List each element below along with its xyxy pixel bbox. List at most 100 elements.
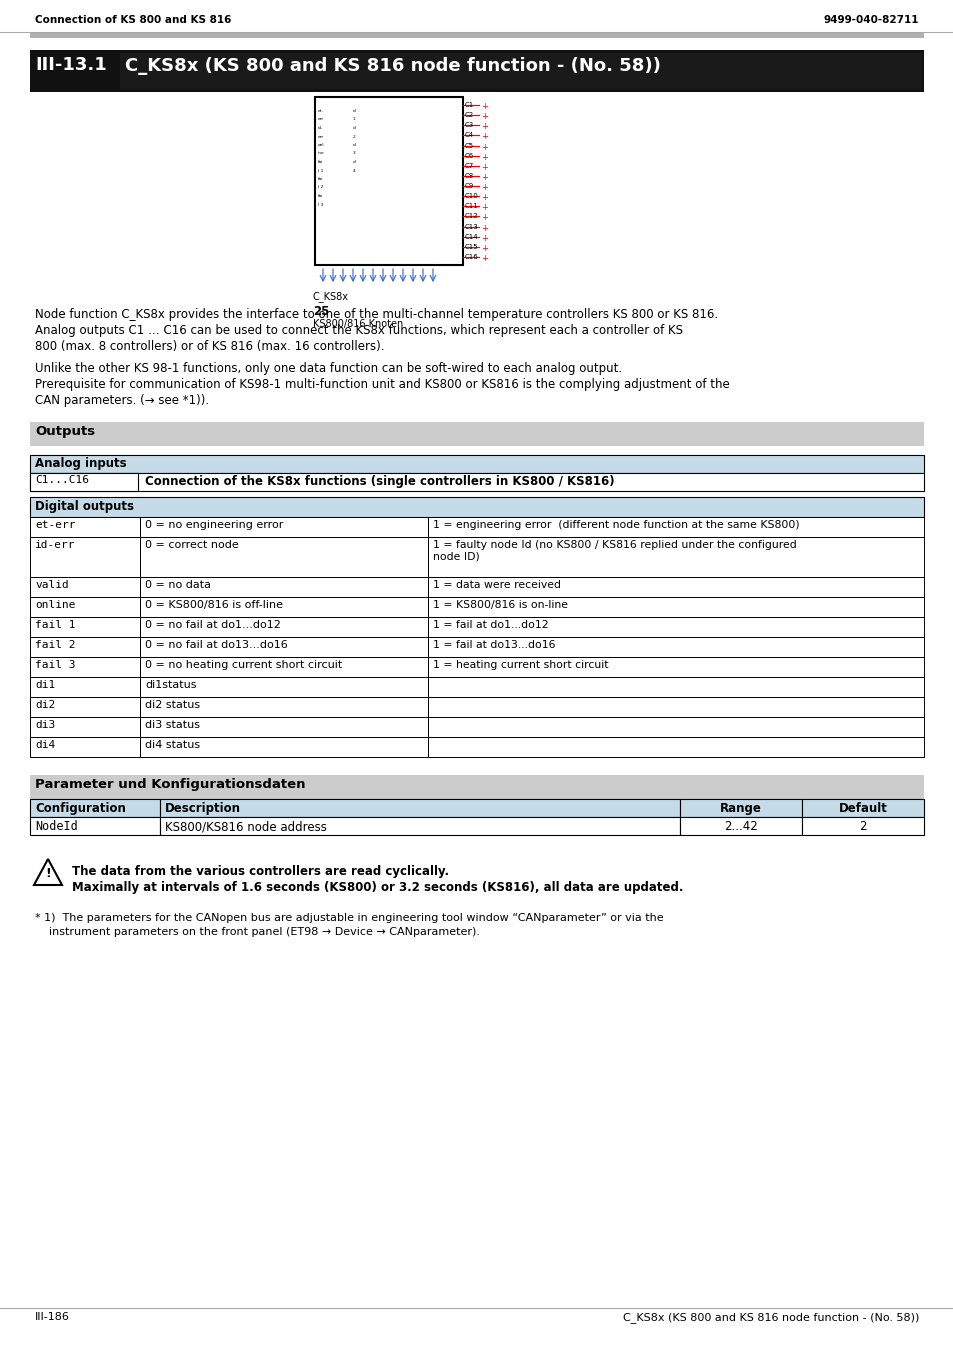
- Text: 4: 4: [353, 169, 355, 173]
- Bar: [30, 817, 160, 836]
- Text: +: +: [480, 153, 487, 162]
- Bar: [428, 717, 923, 737]
- Text: Outputs: Outputs: [35, 425, 95, 437]
- Text: di2: di2: [35, 701, 55, 710]
- Text: 800 (max. 8 controllers) or of KS 816 (max. 16 controllers).: 800 (max. 8 controllers) or of KS 816 (m…: [35, 340, 384, 352]
- Bar: [428, 676, 923, 697]
- Text: 0 = correct node: 0 = correct node: [145, 540, 238, 549]
- Text: +: +: [480, 103, 487, 111]
- Text: C14: C14: [464, 234, 478, 240]
- Bar: [30, 717, 140, 737]
- Bar: [428, 637, 923, 657]
- Text: et-err: et-err: [35, 520, 75, 531]
- Text: fai: fai: [317, 161, 323, 163]
- Text: 1: 1: [353, 117, 355, 121]
- Text: Prerequisite for communication of KS98-1 multi-function unit and KS800 or KS816 : Prerequisite for communication of KS98-1…: [35, 378, 729, 392]
- Text: C7: C7: [464, 163, 474, 169]
- Text: C6: C6: [464, 153, 474, 159]
- Text: Parameter und Konfigurationsdaten: Parameter und Konfigurationsdaten: [35, 778, 305, 791]
- Text: 1 = heating current short circuit: 1 = heating current short circuit: [433, 660, 608, 670]
- Text: Unlike the other KS 98-1 functions, only one data function can be soft-wired to : Unlike the other KS 98-1 functions, only…: [35, 362, 621, 375]
- Bar: [30, 597, 140, 617]
- Bar: [428, 697, 923, 717]
- Text: di4 status: di4 status: [145, 740, 200, 751]
- Text: +: +: [480, 123, 487, 131]
- Text: +: +: [480, 184, 487, 192]
- Bar: [428, 537, 923, 576]
- Bar: [140, 697, 428, 717]
- Bar: [428, 576, 923, 597]
- Text: C2: C2: [464, 112, 474, 119]
- Text: 2...42: 2...42: [723, 819, 757, 833]
- Text: di4: di4: [35, 740, 55, 751]
- Text: 1 = fail at do1...do12: 1 = fail at do1...do12: [433, 620, 548, 630]
- Text: C13: C13: [464, 224, 478, 230]
- Text: C11: C11: [464, 204, 478, 209]
- Text: 0 = KS800/816 is off-line: 0 = KS800/816 is off-line: [145, 599, 283, 610]
- Text: fail 3: fail 3: [35, 660, 75, 670]
- Text: 0 = no heating current short circuit: 0 = no heating current short circuit: [145, 660, 342, 670]
- Text: online: online: [35, 599, 75, 610]
- Text: KS800/816 Knoten: KS800/816 Knoten: [313, 319, 403, 329]
- Text: di: di: [353, 161, 356, 163]
- Text: C1: C1: [464, 103, 474, 108]
- Text: Configuration: Configuration: [35, 802, 126, 815]
- Text: di3: di3: [35, 720, 55, 730]
- Text: 1 = fail at do13...do16: 1 = fail at do13...do16: [433, 640, 555, 649]
- Text: l 2: l 2: [317, 185, 323, 189]
- Bar: [679, 799, 801, 817]
- Bar: [140, 657, 428, 676]
- Bar: [140, 717, 428, 737]
- Text: di2 status: di2 status: [145, 701, 200, 710]
- Text: fail 2: fail 2: [35, 640, 75, 649]
- Text: C8: C8: [464, 173, 474, 180]
- Text: l 3: l 3: [317, 202, 323, 207]
- Bar: [140, 637, 428, 657]
- Text: err: err: [317, 117, 324, 121]
- Text: 0 = no data: 0 = no data: [145, 580, 211, 590]
- Text: Digital outputs: Digital outputs: [35, 500, 133, 513]
- Text: fail 1: fail 1: [35, 620, 75, 630]
- Bar: [120, 53, 921, 89]
- Text: 2: 2: [859, 819, 866, 833]
- Text: +: +: [480, 234, 487, 243]
- Text: Connection of KS 800 and KS 816: Connection of KS 800 and KS 816: [35, 15, 232, 26]
- Text: onl: onl: [317, 143, 324, 147]
- Text: C5: C5: [464, 143, 474, 148]
- Text: C15: C15: [464, 244, 478, 250]
- Text: +: +: [480, 204, 487, 212]
- Text: C_KS8x: C_KS8x: [313, 292, 349, 302]
- Bar: [30, 676, 140, 697]
- Text: fai: fai: [317, 177, 323, 181]
- Text: 0 = no fail at do13...do16: 0 = no fail at do13...do16: [145, 640, 288, 649]
- Bar: [160, 799, 679, 817]
- Text: id-err: id-err: [35, 540, 75, 549]
- Bar: [140, 517, 428, 537]
- Text: l 1: l 1: [317, 169, 323, 173]
- Text: +: +: [480, 193, 487, 202]
- Bar: [30, 472, 923, 491]
- Text: +: +: [480, 132, 487, 142]
- Text: err: err: [317, 135, 324, 139]
- Bar: [428, 617, 923, 637]
- Text: 25: 25: [313, 305, 329, 319]
- Bar: [30, 537, 140, 576]
- Text: Description: Description: [165, 802, 241, 815]
- Text: Node function C_KS8x provides the interface to one of the multi-channel temperat: Node function C_KS8x provides the interf…: [35, 308, 718, 321]
- Text: 3: 3: [353, 151, 355, 155]
- Text: et-: et-: [317, 109, 324, 113]
- Bar: [30, 472, 138, 491]
- Bar: [428, 737, 923, 757]
- Text: di: di: [353, 143, 356, 147]
- Text: Default: Default: [838, 802, 886, 815]
- Bar: [801, 817, 923, 836]
- Bar: [140, 617, 428, 637]
- Text: 1 = KS800/816 is on-line: 1 = KS800/816 is on-line: [433, 599, 567, 610]
- Bar: [30, 799, 160, 817]
- Bar: [30, 50, 923, 92]
- Bar: [428, 657, 923, 676]
- Bar: [140, 597, 428, 617]
- Bar: [30, 517, 140, 537]
- Text: +: +: [480, 112, 487, 122]
- Bar: [30, 637, 140, 657]
